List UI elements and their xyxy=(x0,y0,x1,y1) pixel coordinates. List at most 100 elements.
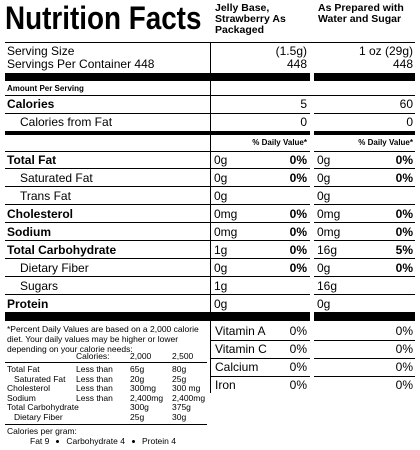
footnote-row-value: 25g xyxy=(130,411,145,422)
rule xyxy=(314,294,415,295)
rule xyxy=(211,340,310,341)
nutrient-label: Cholesterol xyxy=(7,207,74,221)
rule xyxy=(5,294,310,295)
vitamin-value: 0% xyxy=(289,378,307,392)
rule xyxy=(5,113,310,114)
footnote-text: *Percent Daily Values are based on a 2,0… xyxy=(7,324,199,354)
vitamin-label: Vitamin A xyxy=(215,324,266,338)
bullet xyxy=(131,440,135,444)
nutrient-amount: 16g xyxy=(317,279,338,293)
nutrient-sub-label: Saturated Fat xyxy=(20,171,93,185)
nutrient-dv: 0% xyxy=(289,207,307,221)
serving-size: (1.5g) xyxy=(275,44,307,58)
nutrient-amount: 0mg xyxy=(317,207,341,221)
footnote-row-value: 2,400mg xyxy=(130,392,164,403)
nutrient-dv: 0% xyxy=(395,207,413,221)
calories-per-gram-item: Carbohydrate 4 xyxy=(66,436,125,446)
rule xyxy=(5,276,310,277)
calories-value: 5 xyxy=(300,97,307,111)
footnote-row-limit: Less than xyxy=(76,383,113,393)
label-title: Nutrition Facts xyxy=(5,0,202,36)
rule xyxy=(314,312,415,313)
rule xyxy=(5,73,310,81)
rule xyxy=(314,358,415,359)
nutrient-amount: 0g xyxy=(214,261,228,275)
bullet xyxy=(56,440,60,444)
rule xyxy=(314,222,415,223)
rule xyxy=(314,340,415,341)
column-divider xyxy=(210,321,211,393)
calories-per-gram-item: Fat 9 xyxy=(30,436,50,446)
footnote-row-label: Total Carbohydrate xyxy=(7,402,79,412)
nutrient-amount: 0g xyxy=(317,261,331,275)
footnote-row-value: 300g xyxy=(130,402,149,412)
nutrient-amount: 0mg xyxy=(214,207,238,221)
rule xyxy=(5,313,310,321)
footnote-row-value: 300mg xyxy=(130,383,156,393)
nutrient-dv: 0% xyxy=(289,243,307,257)
vitamin-value: 0% xyxy=(289,342,307,356)
nutrient-amount: 0mg xyxy=(214,225,238,239)
vitamin-label: Calcium xyxy=(215,360,259,374)
footnote-row-value: 2,400mg xyxy=(172,392,206,403)
vitamin-value: 0% xyxy=(289,360,307,374)
vitamin-label: Vitamin C xyxy=(215,342,267,356)
nutrient-label: Protein xyxy=(7,297,49,311)
nutrient-label: Total Fat xyxy=(7,153,57,167)
calories-per-gram: Fat 9 Carbohydrate 4 Protein 4 xyxy=(30,436,176,446)
dv-header: % Daily Value* xyxy=(358,138,413,147)
amount-label: Amount Per Serving xyxy=(7,84,84,93)
rule xyxy=(5,362,207,363)
rule xyxy=(314,186,415,187)
nutrient-sub-label: Sugars xyxy=(20,279,59,293)
calories-fat-label: Calories from Fat xyxy=(20,115,113,129)
rule xyxy=(5,204,310,205)
footnote-row-label: Sodium xyxy=(7,392,36,403)
rule xyxy=(314,168,415,169)
rule xyxy=(314,73,415,81)
vitamin-value: 0% xyxy=(289,324,307,338)
footnote-row-value: 20g xyxy=(130,373,145,384)
vitamin-value: 0% xyxy=(395,324,413,338)
vitamin-value: 0% xyxy=(395,378,413,392)
rule xyxy=(211,358,310,359)
rule xyxy=(314,204,415,205)
nutrient-amount: 0g xyxy=(317,171,331,185)
rule xyxy=(5,222,310,223)
calories-fat-value: 0 xyxy=(300,115,307,129)
serving-size-label: Serving Size xyxy=(7,44,75,58)
nutrient-dv: 0% xyxy=(289,261,307,275)
rule xyxy=(5,312,310,313)
nutrient-amount: 16g xyxy=(317,243,338,257)
rule xyxy=(314,258,415,259)
vitamin-label: Iron xyxy=(215,378,236,392)
nutrient-amount: 0g xyxy=(317,297,331,311)
rule xyxy=(211,376,310,377)
rule xyxy=(5,240,310,241)
calories-per-gram-label: Calories per gram: xyxy=(7,426,77,436)
footnote-row-value: 300 mg xyxy=(172,383,201,393)
rule xyxy=(5,42,415,43)
footnote-row-label: Dietary Fiber xyxy=(14,411,63,422)
footnote-row-value: 65g xyxy=(130,364,145,374)
footnote-calorie-level: 2,500 xyxy=(172,351,194,361)
column-header: Jelly Base, Strawberry As Packaged xyxy=(215,2,286,36)
rule xyxy=(314,151,415,152)
calories-per-gram-item: Protein 4 xyxy=(141,436,176,446)
column-divider xyxy=(210,43,211,312)
rule xyxy=(314,113,415,114)
footnote-row-value: 25g xyxy=(172,373,187,384)
vitamin-value: 0% xyxy=(395,360,413,374)
footnote-row-value: 375g xyxy=(172,402,191,412)
rule xyxy=(5,424,207,425)
footnote-row-label: Cholesterol xyxy=(7,383,50,393)
nutrient-amount: 0g xyxy=(214,171,228,185)
footnote-row-limit: Less than xyxy=(76,364,113,374)
calories-value: 60 xyxy=(399,97,413,111)
nutrient-sub-label: Trans Fat xyxy=(20,189,71,203)
nutrient-dv: 0% xyxy=(289,225,307,239)
column-header: As Prepared with Water and Sugar xyxy=(318,2,404,25)
servings-label: Servings Per Container 448 xyxy=(7,57,155,71)
footnote-row-value: 80g xyxy=(172,364,187,374)
rule xyxy=(5,168,310,169)
